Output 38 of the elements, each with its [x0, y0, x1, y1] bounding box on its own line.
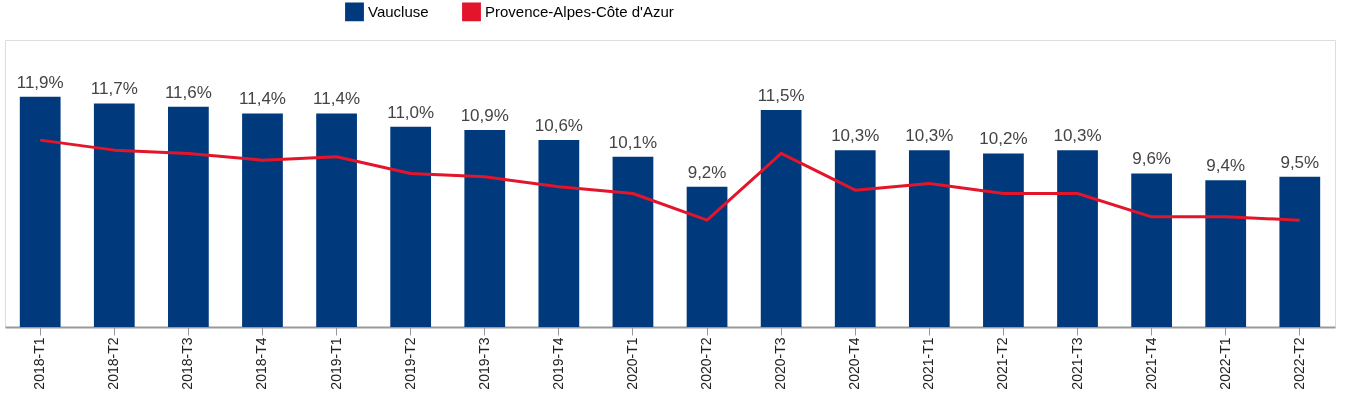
x-tick-label: 2020-T2	[698, 337, 715, 390]
x-tick-label: 2021-T2	[994, 337, 1011, 390]
data-label: 11,0%	[387, 102, 435, 122]
legend-label: Provence-Alpes-Côte d'Azur	[485, 2, 674, 20]
data-label: 11,7%	[90, 79, 138, 99]
x-tick-label: 2019-T4	[549, 337, 566, 390]
data-label: 10,9%	[460, 106, 509, 126]
data-label: 11,6%	[164, 82, 212, 102]
data-label: 9,5%	[1280, 152, 1320, 172]
x-tick-label: 2021-T1	[920, 337, 937, 390]
data-label: 11,9%	[16, 72, 64, 92]
data-label: 11,4%	[239, 89, 286, 109]
x-tick-label: 2022-T1	[1216, 337, 1233, 390]
data-label: 9,6%	[1132, 149, 1171, 169]
x-tick-label: 2018-T1	[31, 337, 48, 390]
data-label: 10,3%	[1053, 126, 1102, 146]
data-label: 9,2%	[687, 162, 727, 182]
x-tick-label: 2018-T3	[179, 337, 196, 390]
data-label: 9,4%	[1206, 156, 1246, 176]
x-tick-label: 2020-T1	[623, 337, 640, 390]
x-tick-label: 2019-T1	[327, 337, 344, 390]
data-label: 10,6%	[534, 116, 583, 136]
data-label: 10,1%	[608, 132, 658, 152]
x-tick-label: 2020-T4	[846, 337, 863, 390]
x-tick-label: 2021-T4	[1142, 337, 1159, 390]
x-tick-label: 2020-T3	[772, 337, 789, 390]
x-tick-label: 2021-T3	[1068, 337, 1085, 390]
x-tick-label: 2018-T2	[105, 337, 122, 390]
data-label: 10,2%	[979, 129, 1028, 149]
x-tick-label: 2019-T2	[401, 337, 418, 390]
x-tick-label: 2018-T4	[253, 337, 270, 390]
x-tick-label: 2019-T3	[475, 337, 492, 390]
data-label: 11,5%	[757, 86, 805, 106]
data-label: 10,3%	[905, 126, 954, 146]
legend-label: Vaucluse	[368, 2, 429, 20]
data-label: 11,4%	[313, 89, 361, 109]
data-label: 10,3%	[831, 126, 880, 146]
x-tick-label: 2022-T2	[1290, 337, 1307, 390]
